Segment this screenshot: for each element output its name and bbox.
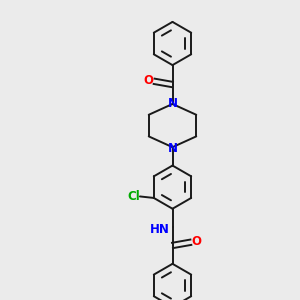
Text: Cl: Cl — [128, 190, 140, 203]
Text: O: O — [144, 74, 154, 87]
Text: N: N — [167, 97, 178, 110]
Text: N: N — [167, 142, 178, 154]
Text: O: O — [191, 235, 201, 248]
Text: HN: HN — [150, 223, 170, 236]
